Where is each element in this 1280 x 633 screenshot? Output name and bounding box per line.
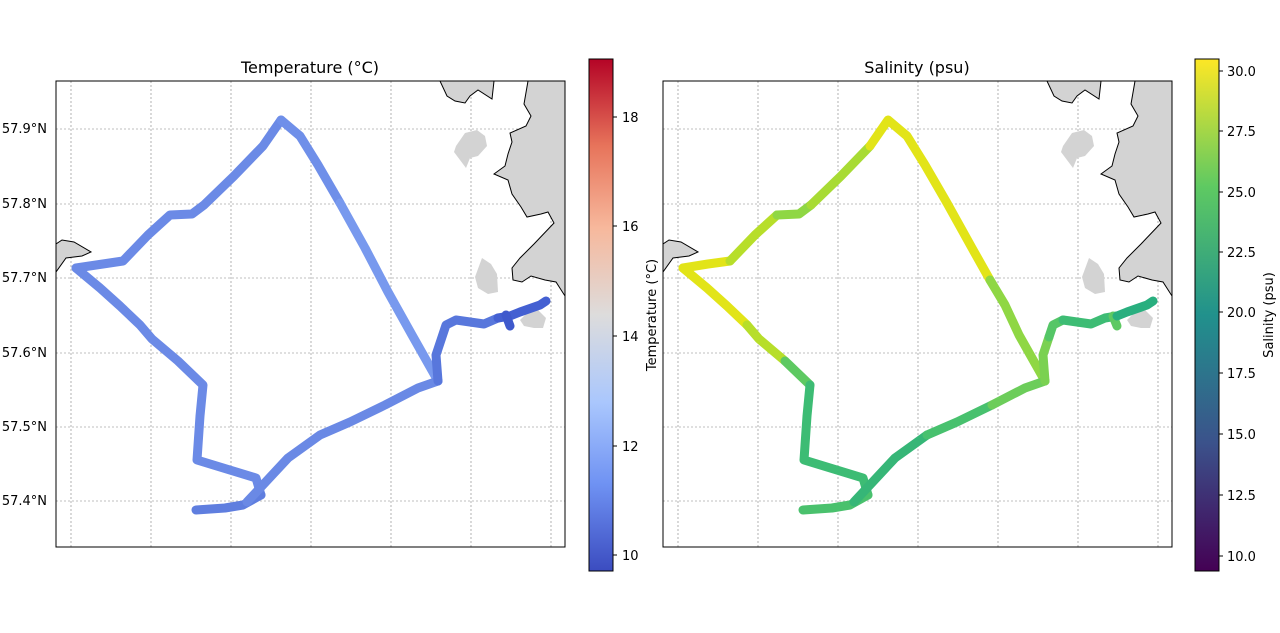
salinity-colorbar: 10.0 12.5 15.0 17.5 20.0 22.5 25.0 27.5 … (1194, 58, 1277, 572)
islands (454, 130, 546, 328)
colorbar-tick-label: 18 (622, 111, 639, 126)
temperature-map-panel: Temperature (°C) (2, 58, 660, 572)
colorbar-tick-label: 10.0 (1227, 550, 1256, 565)
salinity-map-area (663, 81, 1172, 547)
coastline (56, 81, 565, 297)
coastline (663, 81, 1172, 297)
colorbar-tick-label: 22.5 (1227, 246, 1256, 261)
lat-label: 57.9°N (2, 122, 47, 137)
salinity-colorbar-gradient (1194, 58, 1220, 572)
colorbar-tick-label: 12 (622, 440, 639, 455)
colorbar-tick-label: 16 (622, 220, 639, 235)
colorbar-tick-label: 15.0 (1227, 428, 1256, 443)
lat-label: 57.5°N (2, 420, 47, 435)
temperature-map-area (56, 81, 565, 547)
salinity-colorbar-label: Salinity (psu) (1262, 272, 1277, 358)
islands (1061, 130, 1153, 328)
colorbar-tick-label: 14 (622, 330, 639, 345)
salinity-map-panel: Salinity (psu) (662, 58, 1277, 572)
temperature-map-frame (55, 80, 566, 548)
salinity-map-frame (662, 80, 1173, 548)
temperature-colorbar-label: Temperature (°C) (645, 259, 660, 372)
lat-label: 57.8°N (2, 197, 47, 212)
colorbar-tick-label: 12.5 (1227, 489, 1256, 504)
salinity-track (678, 115, 1158, 515)
temperature-lat-labels: 57.9°N 57.8°N 57.7°N 57.6°N 57.5°N 57.4°… (2, 122, 47, 509)
colorbar-tick-label: 17.5 (1227, 367, 1256, 382)
colorbar-tick-label: 27.5 (1227, 125, 1256, 140)
salinity-map-title: Salinity (psu) (864, 58, 969, 77)
temperature-colorbar-gradient (588, 58, 614, 572)
temperature-colorbar: 10 12 14 16 18 Temperature (°C) (588, 58, 660, 572)
lat-label: 57.4°N (2, 494, 47, 509)
colorbar-tick-label: 30.0 (1227, 65, 1256, 80)
colorbar-tick-label: 10 (622, 549, 639, 564)
colorbar-tick-label: 25.0 (1227, 186, 1256, 201)
temperature-track (71, 115, 551, 515)
lat-label: 57.6°N (2, 346, 47, 361)
temperature-map-title: Temperature (°C) (240, 58, 379, 77)
colorbar-tick-label: 20.0 (1227, 306, 1256, 321)
lat-label: 57.7°N (2, 271, 47, 286)
